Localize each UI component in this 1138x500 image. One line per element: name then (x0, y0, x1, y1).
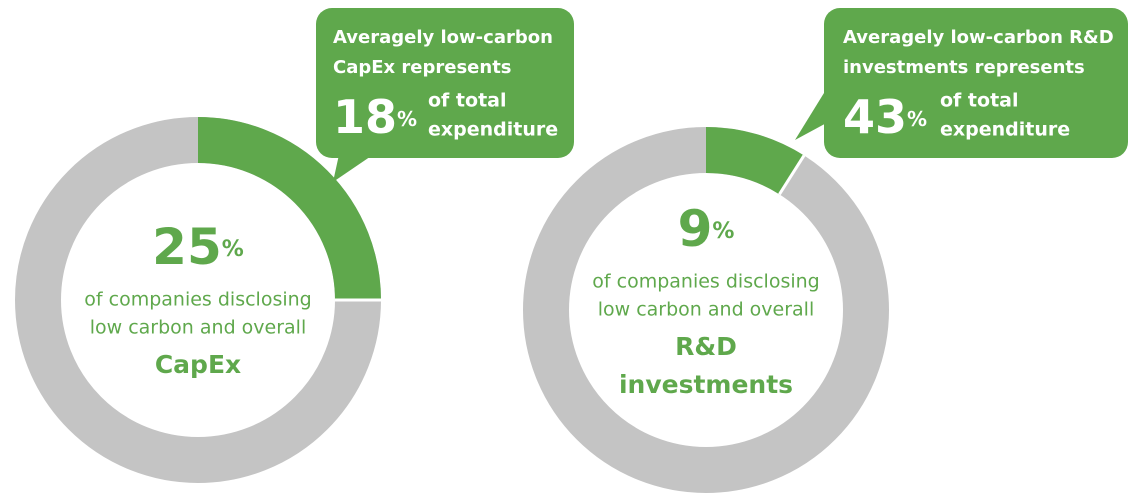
donut-segment (197, 117, 381, 301)
callout-value: 43% (843, 90, 927, 144)
center-value: 25% (152, 218, 244, 276)
center-description: low carbon and overall (598, 299, 815, 321)
callout-title: investments represents (843, 57, 1085, 78)
callout-note: of total (940, 90, 1019, 112)
center-subject: investments (619, 370, 793, 399)
callout-title: Averagely low-carbon (333, 27, 553, 48)
callout-tail (795, 80, 832, 140)
center-description: low carbon and overall (90, 317, 307, 339)
center-subject: R&D (675, 332, 737, 361)
callout-title: Averagely low-carbon R&D (843, 27, 1114, 48)
callout-note: expenditure (940, 119, 1070, 141)
donut-segment (705, 127, 805, 195)
callout-note: of total (428, 90, 507, 112)
center-subject: CapEx (155, 350, 241, 379)
center-description: of companies disclosing (84, 289, 311, 311)
callout-title: CapEx represents (333, 57, 512, 78)
callout-value: 18% (333, 90, 417, 144)
callout-note: expenditure (428, 119, 558, 141)
center-value: 9% (678, 200, 735, 258)
center-description: of companies disclosing (592, 271, 819, 293)
segment-separator (778, 154, 806, 196)
callout-box (824, 8, 1128, 158)
callout-box (316, 8, 574, 158)
